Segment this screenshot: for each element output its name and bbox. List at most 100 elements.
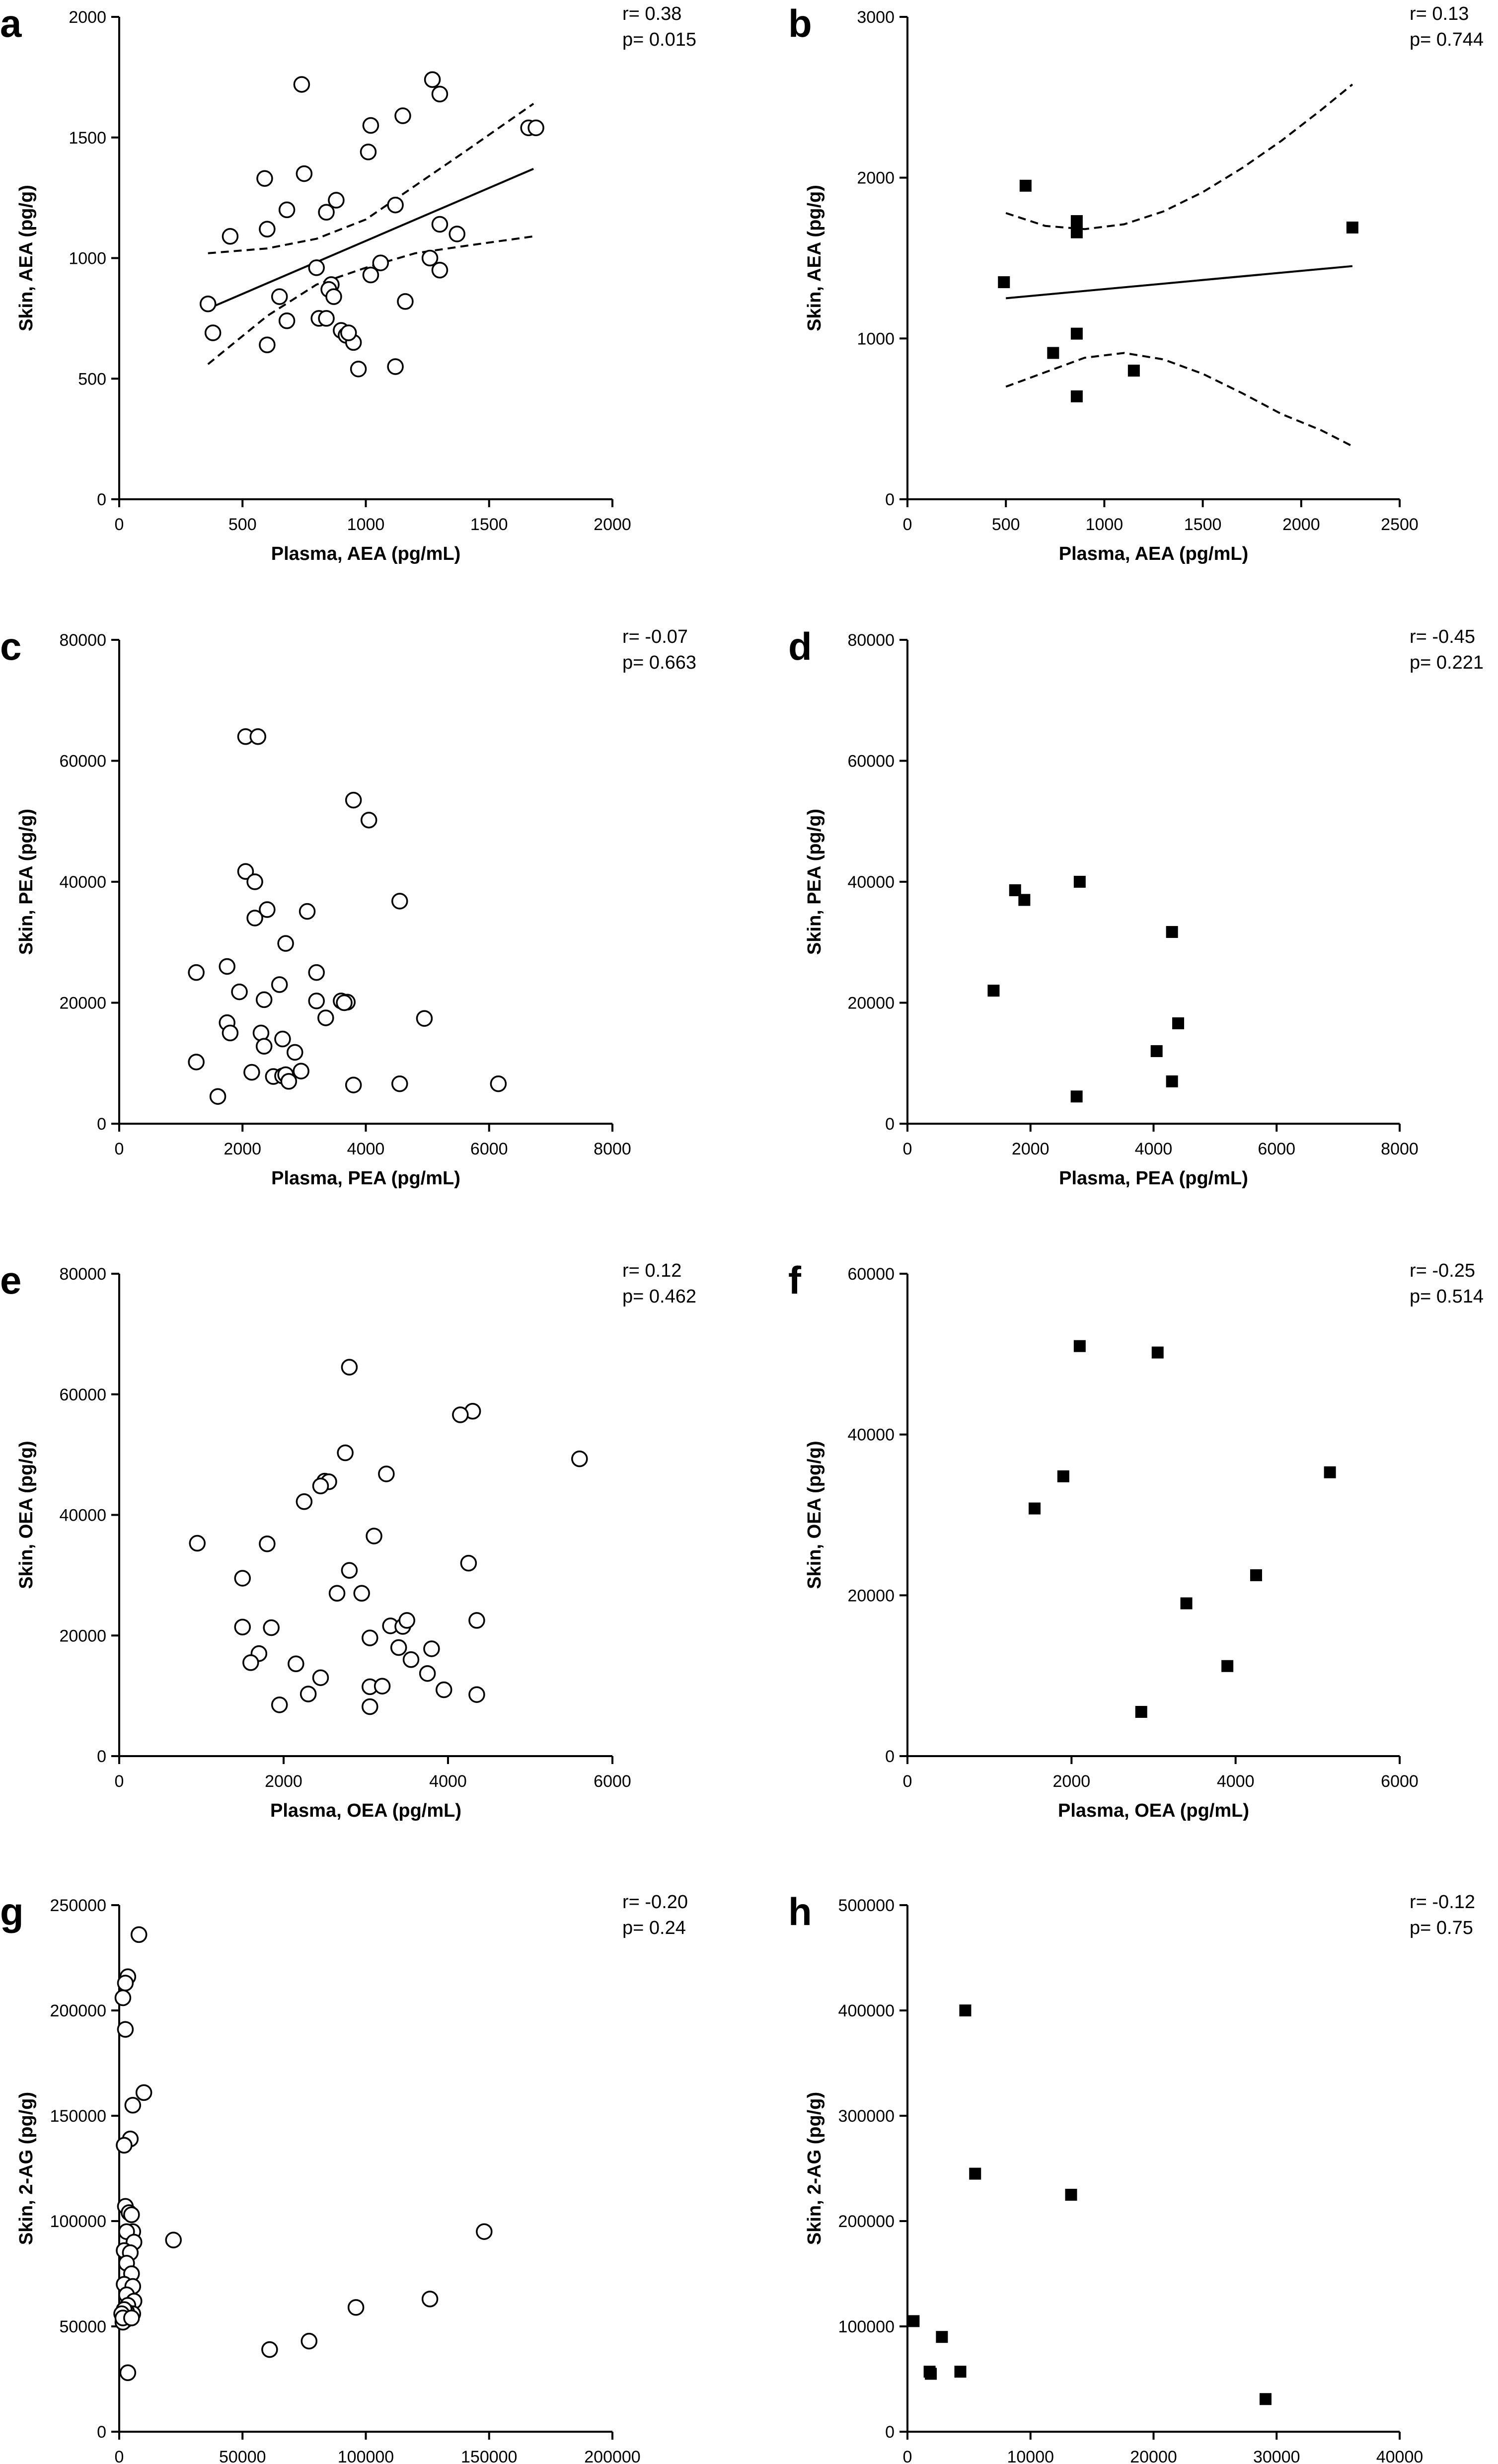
data-point [476, 2223, 493, 2240]
data-point [278, 201, 296, 219]
data-point [246, 910, 263, 926]
x-tick-label: 500 [228, 515, 257, 534]
data-point [255, 991, 273, 1008]
y-tick-label: 100000 [838, 2317, 895, 2336]
y-tick-label: 0 [885, 2423, 895, 2442]
data-point [308, 259, 325, 276]
data-point [362, 1698, 378, 1715]
data-point [288, 1655, 304, 1673]
x-tick-label: 4000 [1135, 1140, 1173, 1158]
data-point [431, 216, 449, 233]
data-point [165, 2232, 182, 2248]
x-tick-label: 20000 [1130, 2448, 1177, 2464]
data-point [1065, 2189, 1077, 2201]
data-point [234, 1570, 251, 1587]
confidence-band-upper [208, 103, 534, 254]
x-tick-label: 0 [115, 1140, 124, 1158]
x-tick-label: 0 [115, 1772, 124, 1791]
data-point [1127, 365, 1140, 377]
y-tick-label: 500 [78, 370, 106, 388]
confidence-band-upper [1005, 83, 1353, 231]
x-tick-label: 500 [992, 515, 1020, 534]
data-point [362, 117, 379, 134]
x-tick-label: 6000 [1258, 1140, 1295, 1158]
data-point [347, 2299, 365, 2316]
y-tick-label: 0 [885, 490, 895, 509]
data-point [374, 1678, 391, 1694]
y-axis-title: Skin, 2-AG (pg/g) [16, 2092, 37, 2245]
y-tick-label: 50000 [59, 2317, 106, 2336]
data-point [1250, 1569, 1262, 1581]
y-tick-label: 0 [97, 1115, 106, 1134]
data-point [336, 994, 353, 1011]
data-point [345, 1077, 362, 1093]
stat-annotation: p= 0.744 [1410, 29, 1484, 50]
panel-letter: g [0, 1890, 24, 1933]
data-point [308, 993, 325, 1009]
data-point [277, 935, 294, 952]
stat-annotation: p= 0.514 [1410, 1286, 1484, 1307]
x-tick-label: 0 [903, 1140, 912, 1158]
y-tick-label: 20000 [847, 994, 895, 1013]
data-point [318, 310, 335, 327]
data-point [123, 2310, 140, 2326]
y-tick-label: 60000 [847, 1265, 895, 1284]
panel-e: e0 2000 4000 6000020000400006000080000Plasm… [0, 1258, 696, 1821]
data-point [308, 964, 325, 981]
stat-annotation: p= 0.015 [622, 29, 696, 50]
y-tick-label: 250000 [50, 1896, 106, 1915]
x-tick-label: 8000 [1381, 1140, 1419, 1158]
y-tick-label: 100000 [50, 2212, 106, 2231]
x-tick-label: 10000 [1007, 2448, 1054, 2464]
stat-annotation: p= 0.663 [622, 652, 696, 673]
x-tick-label: 0 [115, 515, 124, 534]
x-tick-label: 2000 [1053, 1772, 1091, 1791]
data-point [959, 2004, 972, 2016]
y-tick-label: 500000 [838, 1896, 895, 1915]
x-tick-label: 30000 [1253, 2448, 1300, 2464]
data-point [936, 2331, 948, 2343]
data-point [424, 71, 441, 88]
data-point [1172, 1017, 1185, 1029]
data-point [255, 1038, 273, 1055]
y-tick-label: 60000 [59, 1386, 106, 1404]
data-point [259, 336, 276, 354]
data-point [312, 1669, 329, 1686]
data-point [925, 2368, 937, 2380]
data-point [293, 76, 310, 93]
stat-annotation: p= 0.75 [1410, 1918, 1473, 1938]
confidence-band-lower [207, 235, 534, 365]
data-point [378, 1465, 395, 1482]
data-point [300, 1686, 317, 1702]
data-point [130, 1926, 148, 1943]
data-point [328, 192, 345, 209]
data-point [1047, 347, 1059, 359]
y-axis-title: Skin, 2-AG (pg/g) [804, 2092, 825, 2245]
data-point [199, 295, 217, 312]
data-point [249, 728, 267, 745]
x-tick-label: 2500 [1381, 515, 1419, 534]
data-point [360, 812, 377, 829]
x-tick-label: 2000 [1012, 1140, 1049, 1158]
data-point [204, 324, 222, 341]
y-tick-label: 40000 [847, 873, 895, 892]
data-point [1151, 1346, 1164, 1359]
data-point [243, 1064, 260, 1081]
data-point [416, 1010, 433, 1027]
data-point [1070, 327, 1083, 340]
y-tick-label: 1000 [857, 329, 895, 348]
data-point [1029, 1502, 1041, 1515]
y-tick-label: 2000 [857, 169, 895, 188]
data-point [571, 1450, 588, 1467]
x-tick-label: 0 [903, 2448, 912, 2464]
x-tick-label: 6000 [1381, 1772, 1419, 1791]
panel-g: g 0 50000 100000 150000 200000 0 50000 100000 150… [0, 1890, 688, 2464]
x-tick-label: 2000 [1282, 515, 1320, 534]
stat-annotation: p= 0.24 [622, 1918, 686, 1938]
data-point [1259, 2393, 1272, 2405]
x-axis-title: Plasma, AEA (pg/mL) [271, 543, 460, 564]
data-point [318, 204, 335, 221]
x-tick-label: 2000 [594, 515, 631, 534]
data-point [435, 1681, 452, 1698]
y-tick-label: 0 [97, 1747, 106, 1766]
